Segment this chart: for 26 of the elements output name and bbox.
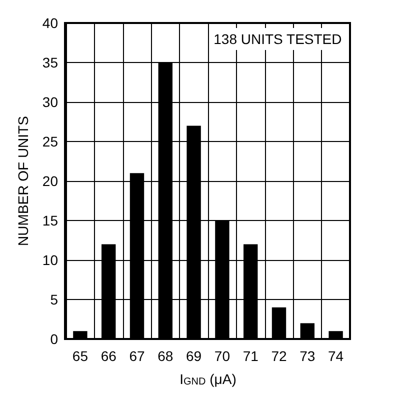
x-tick-label: 68 [158, 348, 174, 364]
x-tick-label: 73 [300, 348, 316, 364]
y-tick-label: 15 [42, 212, 58, 228]
x-tick-label: 65 [72, 348, 88, 364]
y-tick-label: 5 [50, 292, 58, 308]
x-tick-label: 67 [129, 348, 145, 364]
y-tick-label: 20 [42, 173, 58, 189]
annotation: 138 UNITS TESTED [214, 31, 342, 47]
y-tick-label: 40 [42, 15, 58, 31]
x-tick-label: 70 [214, 348, 230, 364]
y-tick-label: 10 [42, 252, 58, 268]
bar [328, 331, 343, 339]
bar [272, 307, 286, 339]
y-tick-label: 0 [50, 331, 58, 347]
x-tick-label: 71 [242, 348, 259, 364]
bar [300, 323, 314, 339]
x-tick-label: 66 [100, 348, 117, 364]
y-axis-title: NUMBER OF UNITS [15, 116, 31, 246]
y-tick-label: 30 [42, 94, 58, 110]
y-tick-label: 25 [42, 134, 58, 150]
x-tick-label: 74 [328, 348, 344, 364]
y-tick-label: 35 [42, 54, 58, 70]
x-tick-label: 72 [271, 348, 287, 364]
x-tick-label: 69 [186, 348, 202, 364]
bar [73, 331, 88, 339]
x-axis-title: IGND (μA) [180, 371, 236, 388]
